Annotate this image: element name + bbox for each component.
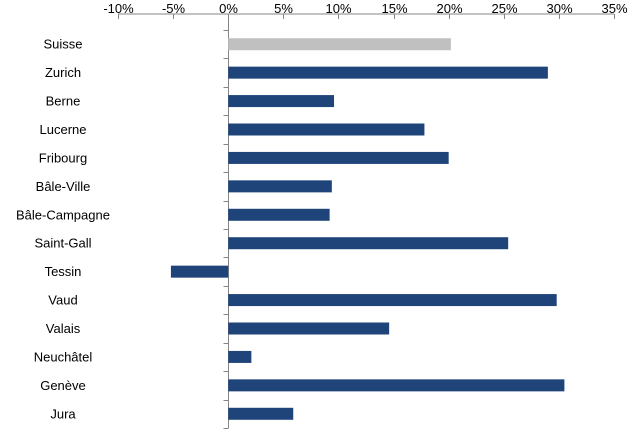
x-tick-label: 30% — [546, 1, 572, 16]
category-label: Suisse — [43, 37, 82, 52]
x-tick-label: 20% — [436, 1, 462, 16]
category-label: Saint-Gall — [34, 236, 91, 251]
x-tick-label: 25% — [491, 1, 517, 16]
bar-gen-ve — [228, 379, 565, 392]
bar-zurich — [228, 66, 548, 79]
bar-suisse — [228, 38, 451, 51]
bar-jura — [228, 407, 294, 420]
bar-vaud — [228, 294, 557, 307]
category-label: Bâle-Ville — [36, 179, 91, 194]
bar-b-le-ville — [228, 180, 332, 193]
x-tick-label: 15% — [381, 1, 407, 16]
bar-b-le-campagne — [228, 208, 330, 221]
category-label: Berne — [46, 94, 81, 109]
x-tick-label: 10% — [325, 1, 351, 16]
x-tick-label: 5% — [274, 1, 293, 16]
bar-saint-gall — [228, 237, 509, 250]
category-label: Neuchâtel — [34, 349, 93, 364]
x-tick-label: -10% — [103, 1, 134, 16]
category-label: Zurich — [45, 65, 81, 80]
bar-berne — [228, 95, 335, 108]
category-label: Tessin — [45, 264, 82, 279]
category-label: Lucerne — [40, 122, 87, 137]
category-label: Jura — [50, 406, 76, 421]
category-label: Genève — [40, 378, 86, 393]
bar-valais — [228, 322, 390, 335]
category-label: Bâle-Campagne — [16, 207, 110, 222]
x-tick-label: 35% — [601, 1, 627, 16]
bar-neuch-tel — [228, 350, 252, 363]
bar-lucerne — [228, 123, 425, 136]
bar-tessin — [170, 265, 229, 278]
category-label: Vaud — [48, 293, 77, 308]
x-tick-label: 0% — [219, 1, 238, 16]
category-label: Fribourg — [39, 150, 87, 165]
bars-layer — [170, 38, 565, 420]
bar-fribourg — [228, 151, 449, 164]
category-label: Valais — [46, 321, 81, 336]
labels-layer: -10% -5% 0% 5% 10% 15% 20% 25% 30% 35% Suisse Zuric… — [16, 1, 628, 421]
x-tick-label: -5% — [162, 1, 186, 16]
